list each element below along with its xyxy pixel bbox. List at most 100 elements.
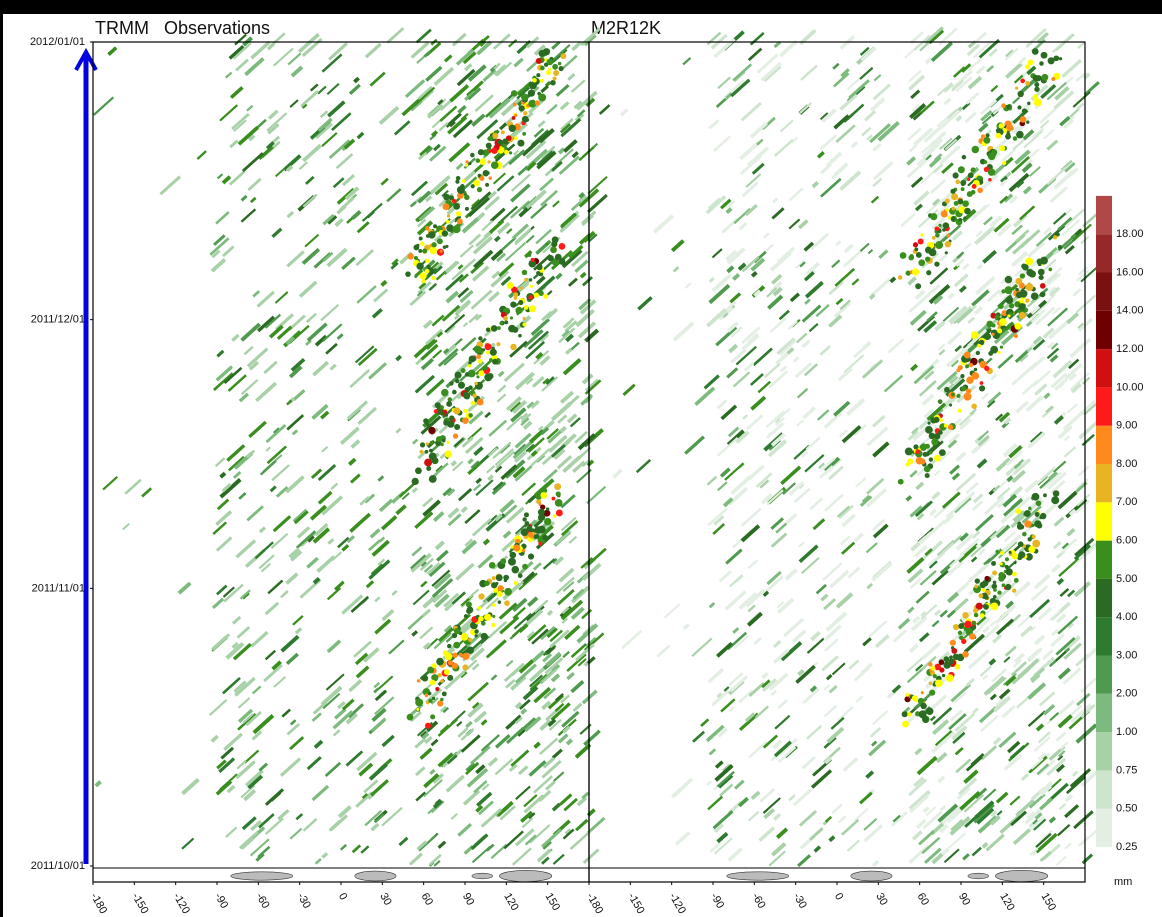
- rain-cell: [996, 133, 1002, 139]
- rain-cell: [1007, 314, 1010, 317]
- rain-cell: [477, 187, 482, 192]
- rain-cell: [964, 352, 971, 359]
- rain-cell: [525, 521, 530, 526]
- rain-cell: [440, 250, 443, 253]
- rain-cell: [444, 669, 450, 675]
- rain-cell: [1020, 116, 1027, 123]
- rain-cell: [540, 66, 545, 71]
- rain-cell: [559, 66, 564, 71]
- land: [472, 873, 493, 879]
- rain-cell: [551, 497, 555, 501]
- rain-cell: [491, 347, 494, 350]
- rain-cell: [518, 573, 523, 578]
- rain-cell: [1001, 103, 1006, 108]
- rain-cell: [991, 602, 999, 610]
- rain-cell: [920, 703, 926, 709]
- rain-cell: [489, 562, 496, 569]
- rain-cell: [485, 343, 492, 350]
- rain-cell: [1025, 81, 1030, 86]
- rain-cell: [522, 116, 529, 123]
- rain-cell: [445, 653, 453, 661]
- colorbar-swatch: [1096, 196, 1112, 234]
- rain-cell: [492, 615, 495, 618]
- rain-cell: [947, 234, 951, 238]
- rain-cell: [518, 300, 523, 305]
- rain-cell: [532, 78, 537, 83]
- rain-cell: [995, 333, 999, 337]
- rain-cell: [956, 394, 960, 398]
- rain-cell: [919, 710, 927, 718]
- rain-cell: [929, 433, 935, 439]
- rain-cell: [465, 395, 470, 400]
- rain-cell: [993, 581, 997, 585]
- rain-cell: [998, 572, 1004, 578]
- rain-cell: [521, 93, 528, 100]
- rain-cell: [461, 368, 466, 373]
- rain-cell: [945, 241, 951, 247]
- rain-cell: [460, 184, 465, 189]
- rain-cell: [538, 542, 542, 546]
- rain-cell: [510, 301, 516, 307]
- rain-cell: [508, 558, 516, 566]
- rain-cell: [1015, 508, 1021, 514]
- rain-cell: [511, 90, 517, 96]
- rain-cell: [522, 549, 525, 552]
- rain-cell: [435, 402, 441, 408]
- rain-cell: [988, 168, 995, 175]
- rain-cell: [414, 256, 418, 260]
- rain-cell: [972, 621, 976, 625]
- colorbar-label: 16.00: [1116, 266, 1144, 278]
- rain-cell: [1025, 309, 1028, 312]
- rain-cell: [978, 593, 983, 598]
- rain-cell: [462, 417, 469, 424]
- rain-cell: [932, 236, 936, 240]
- rain-cell: [1041, 74, 1048, 81]
- land: [231, 872, 293, 880]
- rain-cell: [484, 581, 489, 586]
- rain-cell: [528, 295, 533, 300]
- rain-cell: [523, 317, 526, 320]
- rain-cell: [906, 463, 910, 467]
- colorbar-label: 14.00: [1116, 305, 1144, 317]
- rain-cell: [1038, 269, 1045, 276]
- rain-cell: [1009, 551, 1012, 554]
- rain-cell: [913, 444, 918, 449]
- rain-cell: [961, 187, 965, 191]
- rain-cell: [975, 578, 980, 583]
- rain-cell: [434, 409, 438, 413]
- rain-cell: [1032, 48, 1039, 55]
- rain-cell: [483, 365, 488, 370]
- rain-cell: [1000, 562, 1003, 565]
- rain-cell: [939, 400, 942, 403]
- rain-cell: [962, 612, 968, 618]
- rain-cell: [1005, 276, 1013, 284]
- rain-cell: [488, 136, 493, 141]
- rain-cell: [971, 190, 976, 195]
- rain-cell: [1025, 257, 1033, 265]
- rain-cell: [918, 239, 924, 245]
- rain-cell: [553, 76, 557, 80]
- rain-cell: [447, 214, 450, 217]
- colorbar-swatch: [1096, 617, 1112, 655]
- rain-cell: [468, 638, 472, 642]
- rain-cell: [988, 178, 991, 181]
- rain-cell: [1053, 235, 1057, 239]
- rain-cell: [442, 439, 446, 443]
- rain-cell: [1018, 303, 1025, 310]
- rain-cell: [915, 449, 920, 454]
- rain-cell: [969, 633, 975, 639]
- rain-cell: [538, 514, 545, 521]
- rain-cell: [907, 712, 912, 717]
- rain-cell: [920, 233, 923, 236]
- colorbar-label: 1.00: [1116, 726, 1137, 738]
- colorbar-label: 10.00: [1116, 381, 1144, 393]
- y-tick-label: 2012/01/01: [30, 36, 85, 48]
- rain-cell: [951, 216, 956, 221]
- colorbar-label: 0.50: [1116, 803, 1137, 815]
- rain-cell: [491, 147, 497, 153]
- rain-cell: [513, 103, 517, 107]
- rain-cell: [972, 372, 980, 380]
- rain-cell: [942, 674, 945, 677]
- rain-cell: [474, 634, 477, 637]
- rain-cell: [420, 442, 425, 447]
